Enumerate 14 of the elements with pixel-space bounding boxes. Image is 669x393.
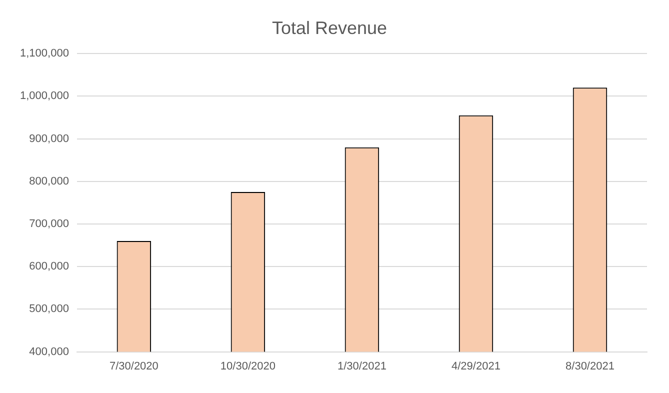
y-tick-label: 800,000 (29, 175, 69, 188)
x-tick-label: 7/30/2020 (109, 360, 158, 372)
x-tick-label: 4/29/2021 (452, 360, 500, 372)
y-tick-label: 700,000 (29, 218, 69, 230)
x-tick-label: 8/30/2021 (566, 360, 614, 372)
y-tick-label: 1,000,000 (20, 90, 69, 102)
x-tick-label: 10/30/2020 (220, 360, 276, 372)
chart-title: Total Revenue (272, 18, 388, 38)
y-tick-label: 1,100,000 (20, 48, 69, 60)
y-tick-label: 400,000 (29, 346, 69, 358)
y-tick-label: 600,000 (29, 260, 69, 273)
y-tick-label: 500,000 (29, 303, 69, 316)
x-tick-label: 1/30/2021 (338, 360, 386, 372)
y-tick-label: 900,000 (29, 132, 69, 145)
